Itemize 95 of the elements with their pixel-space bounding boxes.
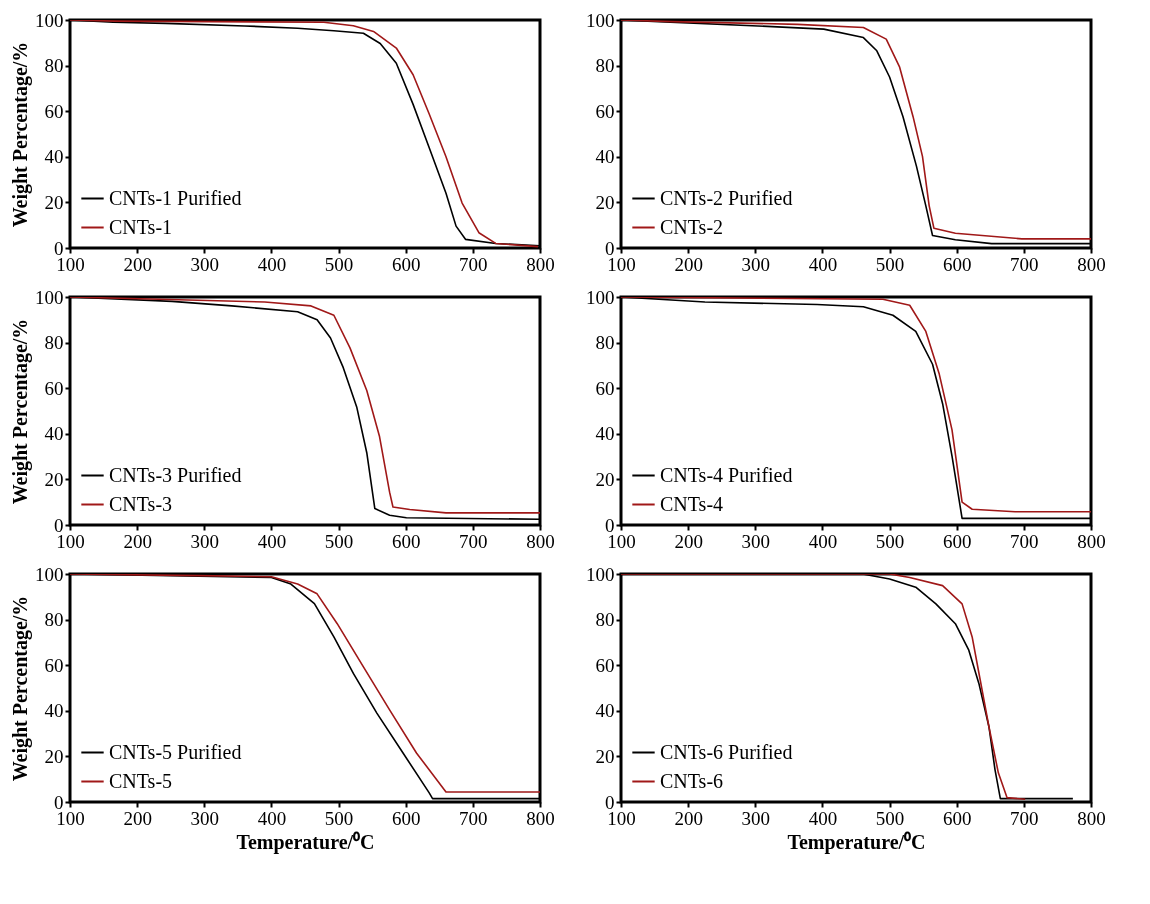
x-tick-label: 700 — [459, 530, 488, 552]
y-tick-label: 100 — [35, 563, 64, 585]
x-axis-title: Temperature/⁰C — [236, 830, 375, 854]
x-tick-label: 200 — [674, 807, 703, 829]
y-axis-title: Weight Percentage/% — [9, 41, 32, 228]
y-tick-label: 80 — [44, 55, 64, 77]
y-tick-label: 0 — [605, 514, 615, 536]
x-tick-label: 500 — [324, 530, 354, 552]
x-tick-label: 600 — [391, 530, 421, 552]
y-tick-label: 80 — [595, 332, 615, 354]
x-tick-label: 400 — [808, 807, 838, 829]
x-tick-label: 600 — [942, 807, 972, 829]
y-tick-label: 100 — [35, 286, 64, 308]
legend-label: CNTs-3 — [109, 492, 173, 515]
x-tick-label: 200 — [674, 530, 703, 552]
x-tick-label: 200 — [123, 530, 152, 552]
x-tick-label: 800 — [526, 253, 555, 275]
x-tick-label: 800 — [1077, 807, 1106, 829]
x-tick-label: 800 — [1077, 253, 1106, 275]
y-tick-label: 20 — [44, 191, 64, 213]
y-tick-label: 100 — [586, 286, 615, 308]
x-tick-label: 500 — [875, 807, 905, 829]
y-tick-label: 0 — [605, 237, 615, 259]
x-tick-label: 500 — [324, 253, 354, 275]
y-tick-label: 20 — [595, 191, 615, 213]
legend-label: CNTs-5 — [109, 769, 173, 792]
x-tick-label: 400 — [257, 530, 287, 552]
y-tick-label: 60 — [44, 377, 64, 399]
y-tick-label: 100 — [35, 9, 64, 31]
y-tick-label: 40 — [44, 700, 64, 722]
y-tick-label: 40 — [595, 423, 615, 445]
y-tick-label: 80 — [595, 55, 615, 77]
y-tick-label: 60 — [595, 654, 615, 676]
x-tick-label: 400 — [808, 253, 838, 275]
x-tick-label: 700 — [1010, 530, 1039, 552]
x-tick-label: 400 — [257, 807, 287, 829]
y-tick-label: 20 — [44, 745, 64, 767]
x-tick-label: 800 — [1077, 530, 1106, 552]
y-tick-label: 80 — [44, 609, 64, 631]
x-tick-label: 800 — [526, 807, 555, 829]
legend-label: CNTs-6 Purified — [660, 740, 793, 763]
y-tick-label: 40 — [44, 423, 64, 445]
x-tick-label: 300 — [741, 807, 771, 829]
legend-label: CNTs-3 Purified — [109, 463, 242, 486]
y-tick-label: 100 — [586, 9, 615, 31]
y-tick-label: 40 — [595, 700, 615, 722]
x-tick-label: 500 — [875, 530, 905, 552]
y-axis-title: Weight Percentage/% — [9, 595, 32, 782]
x-tick-label: 600 — [942, 253, 972, 275]
legend-label: CNTs-2 — [660, 215, 724, 238]
y-tick-label: 20 — [595, 468, 615, 490]
y-tick-label: 60 — [44, 654, 64, 676]
legend-label: CNTs-2 Purified — [660, 186, 793, 209]
y-tick-label: 80 — [595, 609, 615, 631]
x-tick-label: 700 — [459, 807, 488, 829]
x-tick-label: 700 — [1010, 253, 1039, 275]
x-tick-label: 300 — [190, 253, 220, 275]
y-tick-label: 0 — [54, 514, 64, 536]
x-tick-label: 400 — [808, 530, 838, 552]
y-tick-label: 20 — [44, 468, 64, 490]
x-tick-label: 500 — [875, 253, 905, 275]
y-tick-label: 0 — [54, 791, 64, 813]
y-tick-label: 80 — [44, 332, 64, 354]
y-tick-label: 60 — [595, 100, 615, 122]
x-tick-label: 400 — [257, 253, 287, 275]
x-tick-label: 600 — [391, 807, 421, 829]
x-tick-label: 600 — [942, 530, 972, 552]
legend-label: CNTs-4 Purified — [660, 463, 793, 486]
x-tick-label: 600 — [391, 253, 421, 275]
x-tick-label: 800 — [526, 530, 555, 552]
x-tick-label: 300 — [741, 253, 771, 275]
y-tick-label: 0 — [605, 791, 615, 813]
x-tick-label: 200 — [674, 253, 703, 275]
x-tick-label: 200 — [123, 253, 152, 275]
legend-label: CNTs-4 — [660, 492, 724, 515]
legend-label: CNTs-6 — [660, 769, 724, 792]
x-tick-label: 500 — [324, 807, 354, 829]
x-tick-label: 700 — [1010, 807, 1039, 829]
y-tick-label: 60 — [44, 100, 64, 122]
x-tick-label: 200 — [123, 807, 152, 829]
y-tick-label: 60 — [595, 377, 615, 399]
x-tick-label: 700 — [459, 253, 488, 275]
y-tick-label: 40 — [595, 146, 615, 168]
x-tick-label: 300 — [190, 807, 220, 829]
y-tick-label: 20 — [595, 745, 615, 767]
legend-label: CNTs-1 — [109, 215, 173, 238]
legend-label: CNTs-5 Purified — [109, 740, 242, 763]
y-axis-title: Weight Percentage/% — [9, 318, 32, 505]
y-tick-label: 40 — [44, 146, 64, 168]
legend-label: CNTs-1 Purified — [109, 186, 242, 209]
y-tick-label: 100 — [586, 563, 615, 585]
x-tick-label: 300 — [741, 530, 771, 552]
x-axis-title: Temperature/⁰C — [787, 830, 926, 854]
x-tick-label: 300 — [190, 530, 220, 552]
y-tick-label: 0 — [54, 237, 64, 259]
